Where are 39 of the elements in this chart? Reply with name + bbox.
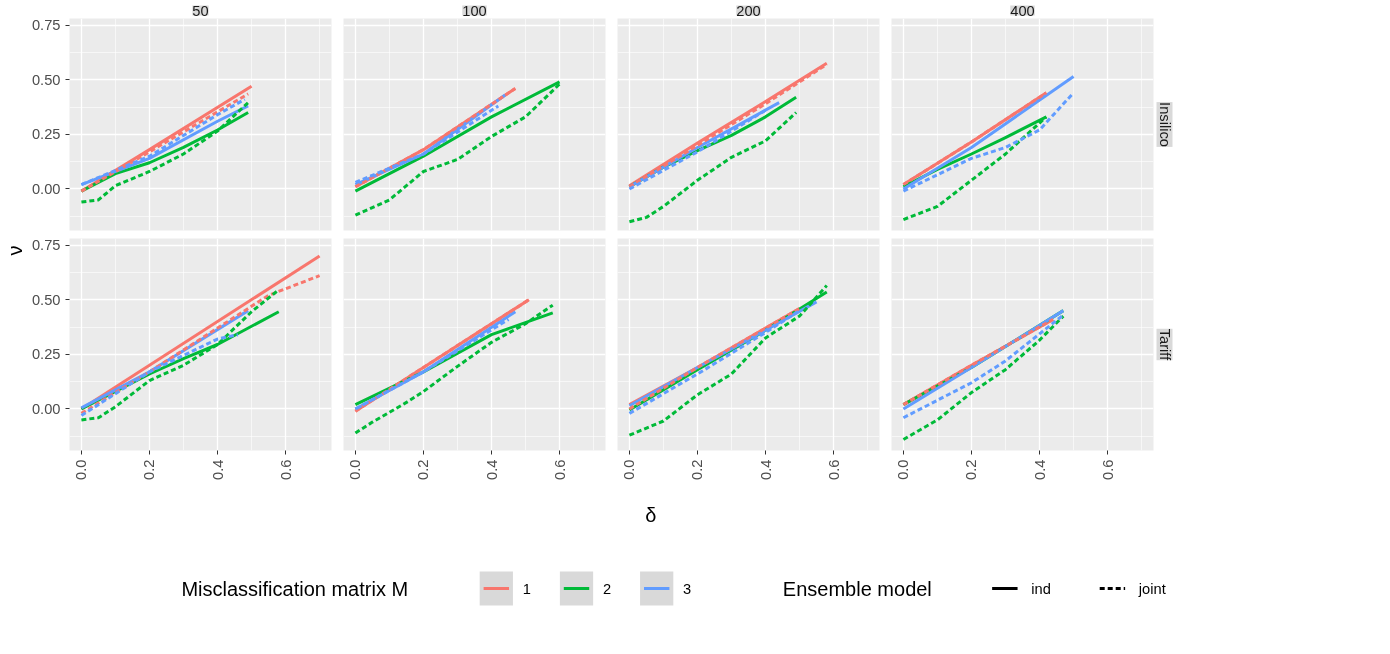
x-tick-label: 0.6	[277, 459, 294, 480]
legend-title: Misclassification matrix M	[181, 577, 409, 600]
text: ind	[1031, 580, 1051, 597]
y-tick-label: 0.75	[31, 17, 61, 34]
chart-title: 400	[1010, 2, 1035, 19]
legend-label: 3	[683, 580, 692, 597]
text: joint	[1137, 580, 1166, 597]
x-tick-label: 0.0	[895, 459, 912, 480]
y2-axis-title: Tariff	[1156, 328, 1173, 362]
legend-label: 2	[602, 580, 612, 597]
x-tick-label: 0.4	[209, 459, 226, 480]
x-tick-label: 0.2	[141, 459, 158, 480]
x-tick-label: 0.2	[415, 459, 432, 480]
text: Ensemble model	[782, 577, 932, 600]
y-tick-label: 0.50	[31, 291, 61, 308]
x-tick-label: 0.2	[963, 459, 980, 480]
y-tick-label: 0.25	[31, 126, 61, 143]
y-tick-label: 0.00	[31, 180, 61, 197]
x-tick-label: 0.6	[1099, 459, 1116, 480]
y-tick-label: 0.25	[31, 346, 61, 363]
text: δ	[645, 503, 657, 526]
x-tick-label: 0.0	[73, 459, 90, 480]
legend-label: 1	[522, 580, 531, 597]
x-tick-label: 0.2	[689, 459, 706, 480]
x-tick-label: 0.4	[1031, 459, 1048, 480]
chart-title: 100	[462, 2, 487, 19]
x-tick-label: 0.6	[551, 459, 568, 480]
x-tick-label: 0.4	[483, 459, 500, 480]
chart-title: 50	[192, 2, 209, 19]
text: ν	[3, 245, 26, 256]
y-tick-label: 0.75	[31, 237, 61, 254]
y-tick-label: 0.00	[31, 400, 61, 417]
y-tick-label: 0.50	[31, 71, 61, 88]
x-tick-label: 0.6	[825, 459, 842, 480]
x-tick-label: 0.0	[621, 459, 638, 480]
chart-title: 200	[736, 2, 761, 19]
y2-axis-title: Insilico	[1156, 102, 1173, 147]
x-tick-label: 0.4	[757, 459, 774, 480]
x-tick-label: 0.0	[347, 459, 364, 480]
